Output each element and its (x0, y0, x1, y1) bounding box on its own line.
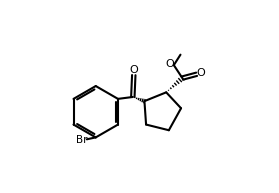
Text: Br: Br (76, 135, 88, 145)
Text: O: O (165, 59, 174, 69)
Text: O: O (196, 68, 205, 78)
Text: O: O (129, 65, 138, 75)
